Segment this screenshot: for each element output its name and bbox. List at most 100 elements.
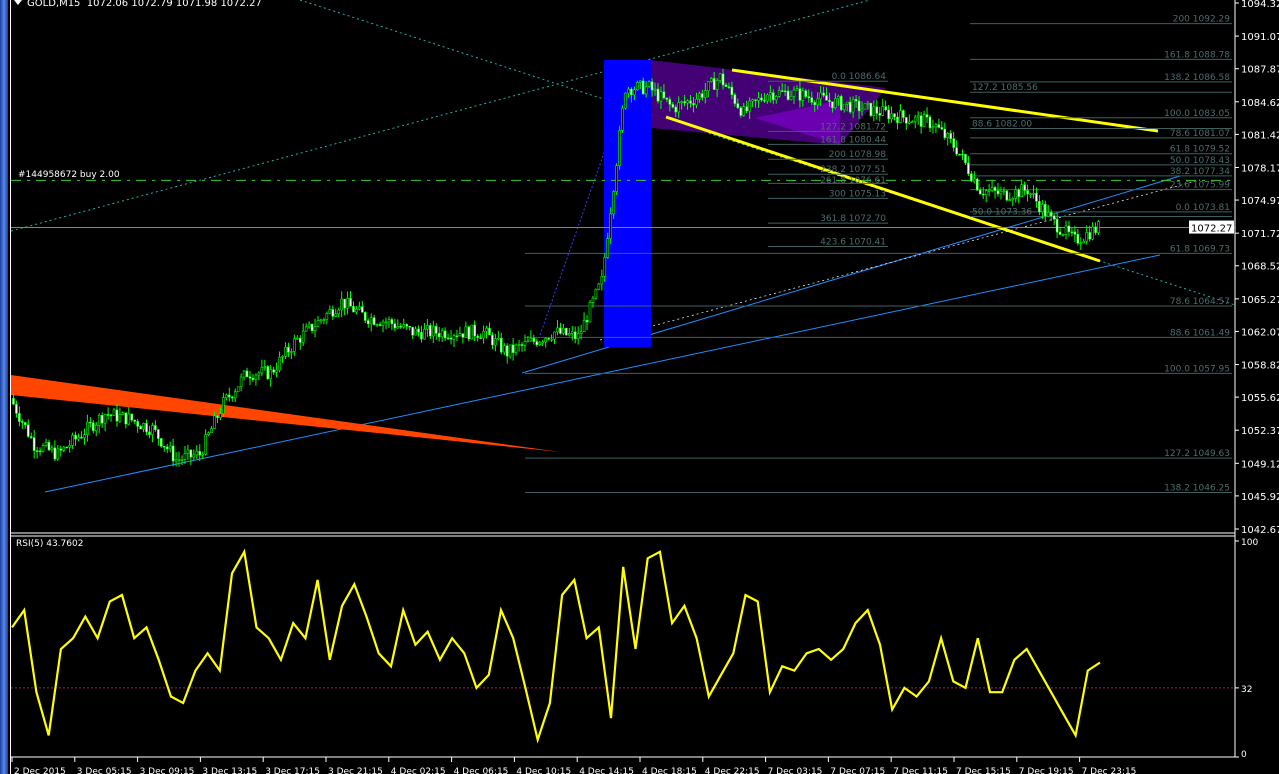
high-price: 1072.79 xyxy=(131,0,173,9)
price-tick-label: 1091.07 xyxy=(1241,32,1279,43)
fib-label: 261.8 1076.61 xyxy=(820,176,886,186)
bear-candle xyxy=(473,324,476,337)
bear-candle xyxy=(455,335,459,338)
bull-candle xyxy=(56,448,60,460)
bear-candle xyxy=(745,106,748,112)
bear-candle xyxy=(1038,201,1041,213)
bull-candle xyxy=(751,99,754,102)
bear-candle xyxy=(417,328,420,333)
bear-candle xyxy=(171,445,175,462)
bull-candle xyxy=(842,103,846,111)
bear-candle xyxy=(828,100,831,102)
blue-rectangle[interactable] xyxy=(604,60,651,347)
bull-candle xyxy=(204,434,207,455)
bull-candle xyxy=(866,102,870,105)
bull-candle xyxy=(742,106,746,116)
bull-candle xyxy=(86,421,89,436)
bear-candle xyxy=(964,154,967,164)
bull-candle xyxy=(423,328,426,340)
order-label[interactable]: #144958672 buy 2.00 xyxy=(18,170,120,180)
bear-candle xyxy=(343,298,346,309)
bear-candle xyxy=(461,333,465,338)
bull-candle xyxy=(44,442,48,446)
orange-wedge[interactable] xyxy=(11,375,560,452)
fib-label: 200 1078.98 xyxy=(829,150,887,160)
yellow-trendline[interactable] xyxy=(665,115,1101,263)
bull-candle xyxy=(872,106,876,116)
bull-candle xyxy=(931,126,935,129)
price-tick-label: 1087.87 xyxy=(1241,65,1279,76)
bull-candle xyxy=(94,425,98,431)
bear-candle xyxy=(18,413,21,422)
fib-label: 300 1075.13 xyxy=(829,189,886,199)
bull-candle xyxy=(819,92,822,100)
bear-candle xyxy=(92,422,95,431)
yellow-trendline[interactable] xyxy=(731,68,1159,133)
bull-candle xyxy=(774,96,778,101)
bull-candle xyxy=(680,101,683,103)
bull-candle xyxy=(414,328,417,336)
bull-candle xyxy=(284,346,287,357)
cyan-dotted-trendline[interactable] xyxy=(299,0,1236,306)
bull-candle xyxy=(142,423,145,430)
bull-candle xyxy=(899,110,902,124)
dropdown-icon[interactable] xyxy=(14,0,22,5)
low-price: 1071.98 xyxy=(175,0,218,9)
bear-candle xyxy=(825,95,828,101)
bear-candle xyxy=(993,187,997,191)
price-tick-label: 1042.67 xyxy=(1241,525,1279,536)
bear-candle xyxy=(399,326,403,328)
bull-candle xyxy=(387,319,391,323)
bear-candle xyxy=(559,327,562,334)
rsi-tick-label: 0 xyxy=(1241,750,1247,760)
bull-candle xyxy=(863,103,867,110)
bear-candle xyxy=(943,128,947,139)
bull-candle xyxy=(402,324,406,328)
bear-candle xyxy=(165,446,169,450)
bear-candle xyxy=(1076,234,1080,244)
bear-candle xyxy=(840,96,843,111)
bear-candle xyxy=(74,434,77,440)
bear-candle xyxy=(1017,189,1020,198)
fib-label: 127.2 1081.72 xyxy=(820,122,886,132)
cyan-dotted-trendline[interactable] xyxy=(10,0,871,232)
time-tick-label: 7 Dec 15:15 xyxy=(956,767,1011,774)
bear-candle xyxy=(585,320,589,323)
price-level-lines xyxy=(11,179,1235,229)
bear-candle xyxy=(573,331,577,339)
bull-candle xyxy=(1064,225,1068,235)
bull-candle xyxy=(396,326,400,329)
bull-candle xyxy=(180,459,184,461)
bear-candle xyxy=(786,90,790,100)
close-price: 1072.27 xyxy=(220,0,262,9)
bear-candle xyxy=(937,124,941,128)
bear-candle xyxy=(940,127,944,130)
bear-candle xyxy=(857,100,861,112)
bear-candle xyxy=(157,429,160,439)
bull-candle xyxy=(62,446,66,451)
bull-candle xyxy=(1097,221,1100,233)
bull-candle xyxy=(570,331,574,334)
purple-triangle-inner[interactable] xyxy=(755,100,840,145)
bear-candle xyxy=(24,422,27,426)
bear-candle xyxy=(780,90,784,92)
bear-candle xyxy=(230,396,234,399)
time-tick-label: 3 Dec 05:15 xyxy=(77,767,132,774)
bear-candle xyxy=(139,426,142,430)
bull-candle xyxy=(322,319,326,321)
bull-candle xyxy=(636,82,639,91)
fib-label: 138.2 1046.25 xyxy=(1164,484,1230,494)
bull-candle xyxy=(973,178,976,182)
white-dotted-line[interactable] xyxy=(599,179,1201,341)
bull-candle xyxy=(913,116,917,123)
price-tick-label: 1045.92 xyxy=(1241,492,1279,503)
fib-label: 78.6 1064.57 xyxy=(1170,297,1230,307)
bull-candle xyxy=(609,213,612,239)
bear-candle xyxy=(488,327,491,336)
price-tick-label: 1071.72 xyxy=(1241,229,1279,240)
bear-candle xyxy=(378,324,382,326)
bull-candle xyxy=(757,97,760,101)
bear-candle xyxy=(32,437,36,451)
bear-candle xyxy=(1070,231,1074,234)
